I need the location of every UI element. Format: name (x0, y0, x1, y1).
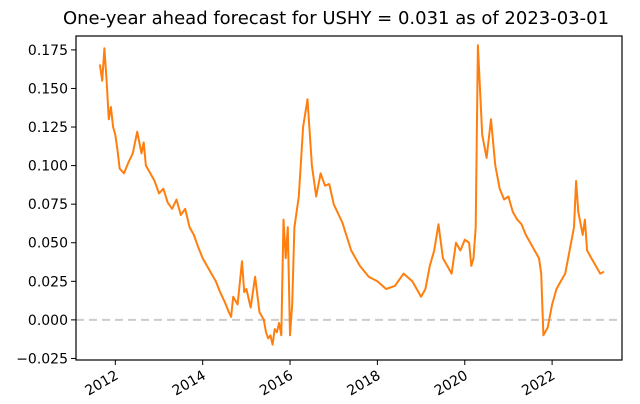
y-tick-label: 0.125 (28, 120, 68, 136)
y-tick-label: 0.175 (28, 43, 68, 59)
y-tick-label: 0.100 (28, 159, 68, 175)
series-line-0 (99, 44, 605, 346)
y-axis: −0.025 0.000 0.025 0.050 0.075 0.100 0.125 0.15… (16, 43, 76, 367)
x-tick-label: 2014 (170, 368, 209, 400)
y-tick-label: −0.025 (16, 351, 68, 367)
chart-title: One-year ahead forecast for USHY = 0.031… (63, 8, 609, 29)
x-axis: 2012 2014 2016 2018 2020 2022 (82, 360, 558, 399)
x-tick-label: 2018 (345, 368, 384, 400)
plot-area (76, 44, 622, 346)
x-tick-label: 2016 (257, 368, 296, 400)
plot-frame (75, 35, 623, 361)
y-tick-label: 0.150 (28, 81, 68, 97)
y-tick-label: 0.050 (28, 236, 68, 252)
y-tick-label: 0.025 (28, 274, 68, 290)
y-tick-label: 0.000 (28, 313, 68, 329)
y-tick-label: 0.075 (28, 197, 68, 213)
x-tick-label: 2012 (82, 368, 121, 400)
x-tick-label: 2020 (432, 368, 471, 400)
x-tick-label: 2022 (519, 368, 558, 400)
